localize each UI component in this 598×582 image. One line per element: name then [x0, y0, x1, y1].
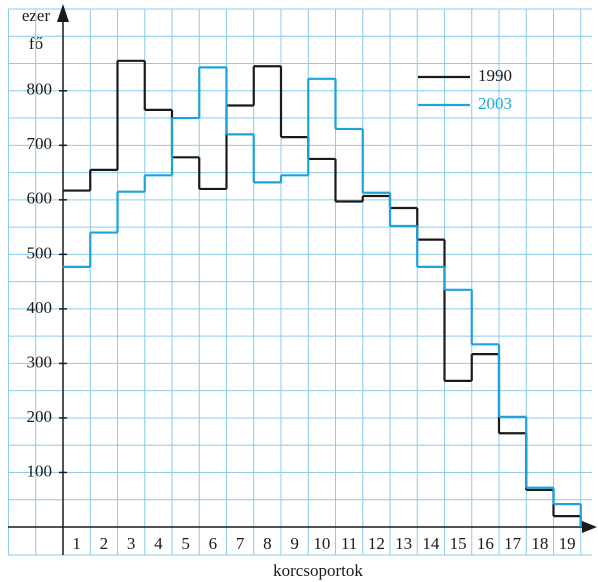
legend-label: 2003 — [478, 94, 512, 113]
y-tick-label: 400 — [27, 298, 53, 317]
x-tick-label: 5 — [181, 534, 190, 553]
legend-label: 1990 — [478, 66, 512, 85]
y-tick-label: 600 — [27, 189, 53, 208]
x-tick-label: 18 — [531, 534, 548, 553]
x-tick-label: 13 — [395, 534, 412, 553]
x-tick-label: 8 — [263, 534, 272, 553]
y-tick-label: 700 — [27, 134, 53, 153]
x-tick-label: 14 — [422, 534, 440, 553]
x-tick-label: 10 — [313, 534, 330, 553]
x-tick-label: 12 — [368, 534, 385, 553]
x-tick-label: 3 — [127, 534, 136, 553]
y-tick-label: 300 — [27, 352, 53, 371]
x-tick-label: 19 — [559, 534, 576, 553]
y-tick-label: 800 — [27, 80, 53, 99]
x-tick-label: 9 — [290, 534, 299, 553]
y-tick-label: 200 — [27, 407, 53, 426]
y-axis-arrow — [57, 4, 69, 22]
y-tick-label: 500 — [27, 243, 53, 262]
x-tick-label: 1 — [72, 534, 81, 553]
x-tick-label: 15 — [450, 534, 467, 553]
x-tick-label: 4 — [154, 534, 163, 553]
x-tick-label: 7 — [236, 534, 245, 553]
x-axis-label: korcsoportok — [273, 561, 363, 580]
x-tick-label: 6 — [209, 534, 218, 553]
x-axis-arrow — [582, 521, 597, 533]
x-tick-label: 2 — [100, 534, 109, 553]
x-tick-label: 11 — [341, 534, 357, 553]
y-tick-label: 100 — [27, 461, 53, 480]
x-tick-label: 16 — [477, 534, 494, 553]
x-tick-label: 17 — [504, 534, 522, 553]
